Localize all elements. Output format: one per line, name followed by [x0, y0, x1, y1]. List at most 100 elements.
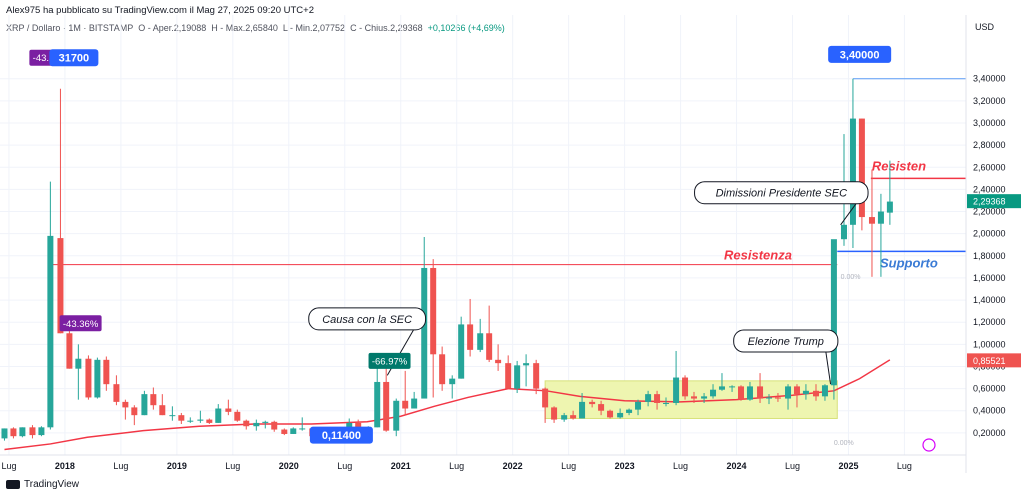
candle-down	[793, 384, 800, 408]
candle-down	[243, 419, 250, 430]
candle-up	[523, 354, 530, 387]
candle-body	[486, 333, 493, 360]
candle-up	[19, 427, 26, 438]
candle-body	[150, 394, 157, 406]
candle-down	[467, 298, 474, 357]
candle-down	[858, 118, 865, 231]
candle-up	[449, 375, 456, 399]
candle-down	[813, 384, 820, 401]
candle-body	[542, 388, 549, 408]
axis-price-text: 0,85521	[973, 356, 1006, 366]
candle-body	[523, 363, 530, 366]
candle-body	[215, 408, 222, 423]
high-value: H - Max.2,65840	[211, 23, 278, 33]
candle-body	[411, 398, 418, 409]
candle-up	[645, 390, 652, 407]
x-tick-label: 2020	[279, 461, 299, 471]
candle-up	[374, 367, 381, 428]
candle-body	[765, 397, 772, 399]
candle-down	[150, 387, 157, 410]
candle-body	[654, 394, 661, 403]
candle-down	[57, 88, 64, 334]
y-tick-label: 3,40000	[973, 74, 1006, 84]
candle-up	[477, 318, 484, 353]
candle-body	[66, 333, 73, 369]
percent-change-label: -43.36%	[59, 315, 102, 332]
x-tick-label: 2025	[838, 461, 858, 471]
candle-down	[225, 399, 232, 416]
candle-up	[626, 408, 633, 416]
candle-down	[85, 355, 92, 400]
candle-up	[393, 398, 400, 437]
candle-body	[821, 385, 828, 397]
x-tick-label: 2024	[727, 461, 747, 471]
candle-down	[570, 410, 577, 420]
price-flag: 31700	[49, 49, 99, 67]
candle-body	[738, 386, 745, 400]
candle-up	[458, 316, 465, 379]
candle-up	[262, 420, 269, 429]
price-flag: 0,11400	[309, 426, 373, 444]
candle-body	[439, 354, 446, 385]
candle-body	[430, 267, 437, 355]
alert-icon	[922, 438, 936, 452]
candle-down	[159, 394, 166, 416]
candle-down	[682, 375, 689, 400]
candle-body	[589, 401, 596, 405]
candle-up	[411, 391, 418, 409]
candle-body	[570, 415, 577, 419]
candle-body	[701, 396, 708, 399]
fib-level-label: 0.00%	[834, 440, 854, 447]
candle-body	[617, 412, 624, 418]
candle-down	[122, 399, 129, 420]
candle-body	[579, 401, 586, 419]
candle-up	[710, 384, 717, 399]
candle-up	[802, 384, 809, 400]
candle-body	[877, 211, 884, 224]
candle-down	[774, 393, 781, 402]
x-tick-label: 2021	[391, 461, 411, 471]
price-flag-text: 0,11400	[322, 430, 361, 442]
y-tick-label: 2,40000	[973, 184, 1006, 194]
x-tick-label: Lug	[337, 461, 352, 471]
candle-body	[178, 415, 185, 421]
candle-body	[458, 324, 465, 379]
x-tick-label: 2018	[55, 461, 75, 471]
candle-body	[785, 386, 792, 399]
y-tick-label: 2,80000	[973, 140, 1006, 150]
y-tick-label: 2,60000	[973, 162, 1006, 172]
price-flag-text: 31700	[59, 53, 90, 65]
candle-body	[561, 415, 568, 420]
publisher-line: Alex975 ha pubblicato su TradingView.com…	[6, 5, 314, 16]
tradingview-logo-icon	[6, 480, 20, 489]
candle-body	[718, 386, 725, 390]
y-tick-label: 1,00000	[973, 339, 1006, 349]
callout-box	[694, 181, 869, 205]
candle-down	[439, 346, 446, 391]
candle-down	[281, 428, 288, 436]
candle-up	[38, 426, 45, 437]
close-value: C - Chius.2,29368	[350, 23, 423, 33]
candle-body	[10, 428, 17, 437]
currency-label: USD	[975, 22, 995, 32]
candle-body	[495, 359, 502, 364]
candle-body	[710, 389, 717, 397]
candle-body	[243, 420, 250, 427]
candle-body	[645, 394, 652, 402]
candle-body	[626, 409, 633, 413]
candle-body	[746, 386, 753, 400]
x-tick-label: 2019	[167, 461, 187, 471]
fib-level-label: 0.00%	[841, 274, 861, 281]
candle-up	[673, 350, 680, 406]
candle-body	[355, 422, 362, 429]
candle-body	[868, 217, 875, 224]
candle-up	[197, 410, 204, 423]
candle-up	[1, 428, 8, 441]
candle-down	[495, 344, 502, 371]
candle-down	[206, 418, 213, 425]
candle-body	[169, 415, 176, 417]
candle-body	[131, 407, 138, 416]
tradingview-logo: TradingView	[6, 479, 79, 490]
y-tick-label: 2,00000	[973, 229, 1006, 239]
